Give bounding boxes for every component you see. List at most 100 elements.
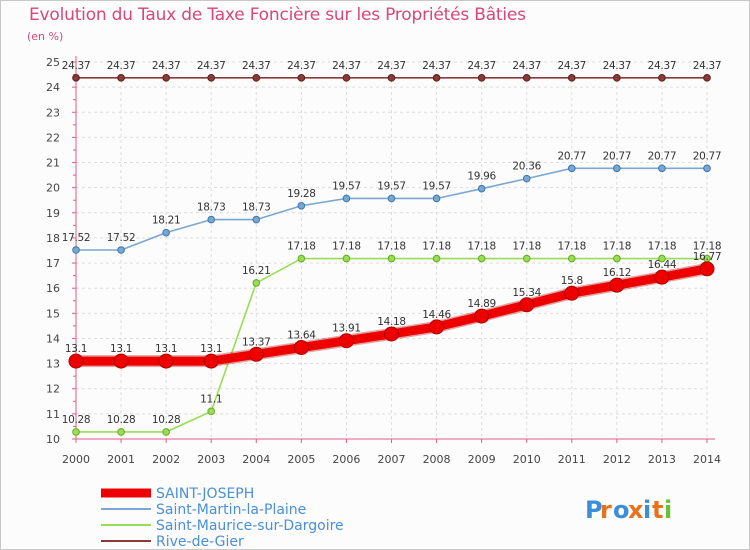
x-tick-label: 2006	[332, 453, 360, 466]
data-label: 24.37	[197, 60, 226, 72]
data-label: 19.57	[332, 180, 361, 192]
data-point	[162, 74, 170, 82]
data-point	[252, 74, 261, 82]
data-label: 18.73	[197, 202, 226, 214]
data-point	[384, 326, 399, 342]
data-point	[387, 74, 396, 82]
y-tick-label: 25	[46, 56, 60, 69]
y-tick-label: 20	[46, 182, 60, 195]
data-label: 15.8	[561, 275, 583, 287]
data-point	[703, 74, 711, 82]
data-point	[658, 74, 666, 82]
data-point	[338, 333, 354, 349]
legend-label: Rive-de-Gier	[156, 534, 244, 549]
data-point	[699, 261, 715, 277]
data-point	[252, 279, 261, 287]
data-label: 24.37	[693, 60, 722, 72]
data-label: 24.37	[558, 60, 587, 72]
data-point	[477, 254, 486, 263]
data-label: 10.28	[152, 414, 181, 426]
legend-label: SAINT-JOSEPH	[156, 486, 254, 502]
data-point	[158, 353, 174, 369]
data-label: 17.18	[603, 241, 632, 253]
y-tick-label: 14	[46, 332, 60, 345]
data-label: 13.64	[287, 330, 316, 342]
y-tick-label: 12	[46, 383, 60, 396]
data-point	[117, 428, 125, 436]
data-point	[429, 319, 445, 335]
data-point	[342, 74, 351, 82]
data-label: 17.18	[332, 241, 361, 253]
data-label: 19.28	[287, 188, 316, 200]
data-label: 24.37	[377, 60, 406, 72]
data-label: 24.37	[648, 60, 677, 72]
data-label: 17.18	[377, 241, 406, 253]
data-label: 20.77	[693, 150, 722, 162]
x-tick-label: 2005	[287, 453, 315, 466]
data-point	[72, 74, 80, 82]
data-point	[72, 428, 80, 436]
y-tick-label: 13	[46, 358, 60, 371]
chart-title: Evolution du Taux de Taxe Foncière sur l…	[29, 5, 526, 25]
data-point	[203, 353, 219, 369]
data-point	[432, 194, 441, 203]
data-label: 17.52	[107, 232, 136, 244]
data-point	[522, 74, 531, 82]
data-point	[117, 246, 125, 254]
data-point	[387, 194, 396, 203]
data-point	[207, 407, 216, 416]
data-label: 17.18	[287, 241, 316, 253]
data-point	[567, 254, 576, 263]
data-label: 13.1	[155, 343, 177, 355]
data-label: 24.37	[287, 60, 316, 72]
data-label: 13.1	[65, 343, 87, 355]
data-label: 24.37	[512, 60, 541, 72]
data-point	[477, 74, 486, 82]
y-tick-label: 23	[46, 106, 60, 119]
data-point	[613, 254, 621, 263]
data-point	[609, 277, 625, 293]
data-point	[387, 254, 396, 263]
logo-letter: P	[585, 496, 603, 524]
data-label: 24.37	[242, 60, 271, 72]
logo-letter: r	[600, 496, 612, 524]
data-label: 16.12	[603, 267, 632, 279]
data-point	[207, 74, 216, 82]
data-label: 10.28	[62, 414, 91, 426]
proxiti-logo: Pr ox i t i	[585, 496, 672, 524]
x-tick-label: 2011	[558, 453, 586, 466]
data-label: 17.18	[467, 241, 496, 253]
data-label: 24.37	[422, 60, 451, 72]
data-point	[613, 164, 621, 173]
data-point	[117, 74, 125, 82]
series-lines	[68, 74, 715, 436]
data-point	[248, 346, 264, 362]
data-label: 13.1	[200, 343, 222, 355]
data-point	[613, 74, 621, 82]
legend: SAINT-JOSEPHSaint-Martin-la-PlaineSaint-…	[101, 486, 344, 549]
data-label: 18.21	[152, 215, 181, 227]
data-point	[703, 164, 711, 173]
x-tick-label: 2002	[152, 453, 180, 466]
y-tick-label: 24	[46, 81, 60, 94]
data-label: 24.37	[152, 60, 181, 72]
data-point	[162, 428, 170, 436]
y-axis-unit: (en %)	[27, 30, 64, 43]
data-point	[162, 228, 170, 237]
x-tick-label: 2004	[242, 453, 270, 466]
data-label: 17.18	[512, 241, 541, 253]
y-tick-label: 21	[46, 157, 60, 170]
x-tick-label: 2007	[378, 453, 406, 466]
data-label: 14.89	[467, 298, 496, 310]
logo-letter: i	[643, 496, 651, 524]
logo-letter: x	[628, 496, 644, 524]
y-tick-label: 17	[46, 257, 60, 270]
data-label: 17.52	[62, 232, 91, 244]
logo-letter: o	[613, 496, 630, 524]
data-label: 16.77	[693, 251, 722, 263]
x-tick-label: 2010	[513, 453, 541, 466]
logo-letter: t	[652, 496, 663, 524]
x-tick-label: 2014	[693, 453, 721, 466]
data-label: 17.18	[558, 241, 587, 253]
